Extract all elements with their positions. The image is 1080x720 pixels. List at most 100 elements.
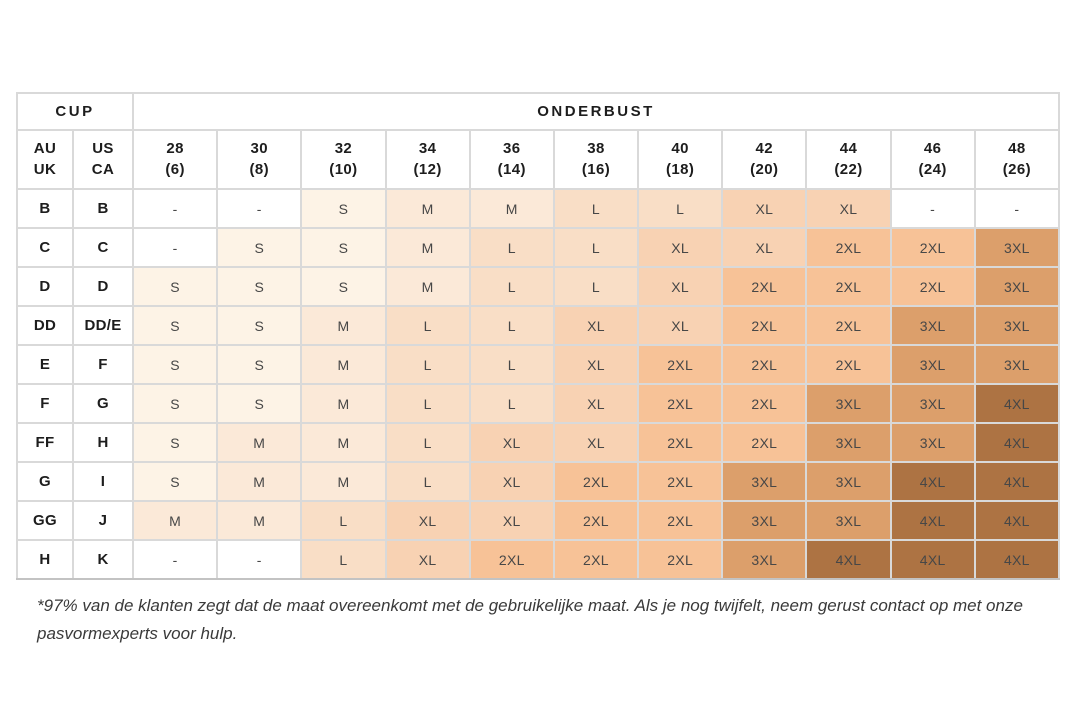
table-row: F G S S M L L XL 2XL 2XL 3XL 3XL 4XL [16, 383, 1061, 424]
size-cell: M [132, 500, 219, 541]
size-cell: S [132, 344, 219, 385]
size-cell: 2XL [721, 383, 808, 424]
size-cell: S [300, 227, 387, 268]
cup-size-cell: D [71, 266, 135, 307]
table-row: C C - S S M L L XL XL 2XL 2XL 3XL [16, 227, 1061, 268]
size-cell: XL [552, 305, 640, 346]
size-cell: - [889, 188, 976, 229]
footnote-text: *97% van de klanten zegt dat de maat ove… [37, 596, 1023, 643]
size-cell: M [300, 344, 387, 385]
cup-size-cell: D [16, 266, 74, 307]
cup-size-cell: F [16, 383, 74, 424]
cup-size-cell: J [71, 500, 135, 541]
cup-system-header-cell: US CA [71, 129, 135, 190]
size-cell: S [132, 422, 219, 463]
cup-size-cell: GG [16, 500, 74, 541]
size-cell: M [300, 461, 387, 502]
size-cell: L [552, 266, 640, 307]
size-cell: XL [552, 422, 640, 463]
cup-size-cell: F [71, 344, 135, 385]
size-cell: L [637, 188, 724, 229]
underbust-column-header-cell: 44 (22) [805, 129, 892, 190]
group-header-row: CUP ONDERBUST [15, 92, 1060, 131]
size-cell: 2XL [637, 383, 724, 424]
size-cell: XL [552, 383, 640, 424]
size-cell: L [384, 383, 471, 424]
size-cell: 3XL [973, 227, 1061, 268]
size-cell: 3XL [805, 461, 892, 502]
table-row: D D S S S M L L XL 2XL 2XL 2XL 3XL [16, 266, 1061, 307]
size-cell: S [216, 305, 303, 346]
cup-size-cell: DD/E [71, 305, 135, 346]
size-cell: 4XL [889, 539, 976, 580]
size-cell: S [132, 266, 219, 307]
size-cell: - [132, 227, 219, 268]
size-cell: 4XL [973, 422, 1061, 463]
underbust-column-header-cell: 28 (6) [132, 129, 219, 190]
cup-size-cell: G [71, 383, 135, 424]
table-row: GG J M M L XL XL 2XL 2XL 3XL 3XL 4XL 4XL [16, 500, 1061, 541]
underbust-column-header-cell: 38 (16) [552, 129, 640, 190]
size-cell: 3XL [805, 422, 892, 463]
size-cell: M [216, 461, 303, 502]
size-cell: 2XL [805, 227, 892, 268]
size-cell: M [384, 188, 471, 229]
size-cell: 3XL [889, 305, 976, 346]
size-cell: 4XL [889, 500, 976, 541]
cup-group-header: CUP [15, 92, 135, 131]
size-cell: S [132, 383, 219, 424]
size-cell: 3XL [889, 422, 976, 463]
underbust-column-header-cell: 46 (24) [889, 129, 976, 190]
size-cell: XL [721, 227, 808, 268]
size-cell: 2XL [889, 266, 976, 307]
size-cell: 2XL [805, 305, 892, 346]
underbust-column-header-cell: 30 (8) [216, 129, 303, 190]
size-cell: XL [384, 500, 471, 541]
size-cell: M [384, 227, 471, 268]
size-cell: XL [721, 188, 808, 229]
table-row: FF H S M M L XL XL 2XL 2XL 3XL 3XL 4XL [16, 422, 1061, 463]
size-cell: - [973, 188, 1061, 229]
size-cell: XL [637, 266, 724, 307]
table-row: H K - - L XL 2XL 2XL 2XL 3XL 4XL 4XL 4XL [16, 539, 1061, 580]
onderbust-group-header: ONDERBUST [132, 92, 1060, 131]
size-cell: L [300, 539, 387, 580]
size-cell: L [468, 266, 555, 307]
size-cell: 4XL [973, 500, 1061, 541]
cup-size-cell: I [71, 461, 135, 502]
size-cell: M [384, 266, 471, 307]
size-cell: S [216, 344, 303, 385]
cup-size-cell: FF [16, 422, 74, 463]
size-cell: L [468, 305, 555, 346]
cup-size-cell: H [16, 539, 74, 580]
size-cell: 2XL [637, 344, 724, 385]
size-cell: 2XL [552, 461, 640, 502]
size-cell: 3XL [973, 344, 1061, 385]
underbust-column-header-cell: 48 (26) [973, 129, 1061, 190]
size-cell: 3XL [721, 500, 808, 541]
size-cell: L [552, 188, 640, 229]
size-cell: M [300, 422, 387, 463]
size-cell: M [468, 188, 555, 229]
cup-size-cell: E [16, 344, 74, 385]
cup-system-header-cell: AU UK [16, 129, 74, 190]
size-cell: XL [805, 188, 892, 229]
table-row: DD DD/E S S M L L XL XL 2XL 2XL 3XL 3XL [16, 305, 1061, 346]
size-cell: 2XL [889, 227, 976, 268]
size-cell: 2XL [637, 539, 724, 580]
size-cell: 4XL [973, 461, 1061, 502]
size-cell: 2XL [637, 500, 724, 541]
size-chart-table: CUP ONDERBUST AU UK US CA 28 (6) 30 (8) 32 (10) 34… [15, 92, 1061, 580]
size-cell: L [468, 383, 555, 424]
size-cell: L [300, 500, 387, 541]
size-cell: - [132, 188, 219, 229]
size-cell: - [216, 539, 303, 580]
underbust-column-header-cell: 32 (10) [300, 129, 387, 190]
size-cell: M [216, 500, 303, 541]
cup-size-cell: B [16, 188, 74, 229]
size-cell: L [384, 422, 471, 463]
cup-size-cell: DD [16, 305, 74, 346]
table-row: G I S M M L XL 2XL 2XL 3XL 3XL 4XL 4XL [16, 461, 1061, 502]
size-cell: 3XL [973, 305, 1061, 346]
size-cell: XL [384, 539, 471, 580]
